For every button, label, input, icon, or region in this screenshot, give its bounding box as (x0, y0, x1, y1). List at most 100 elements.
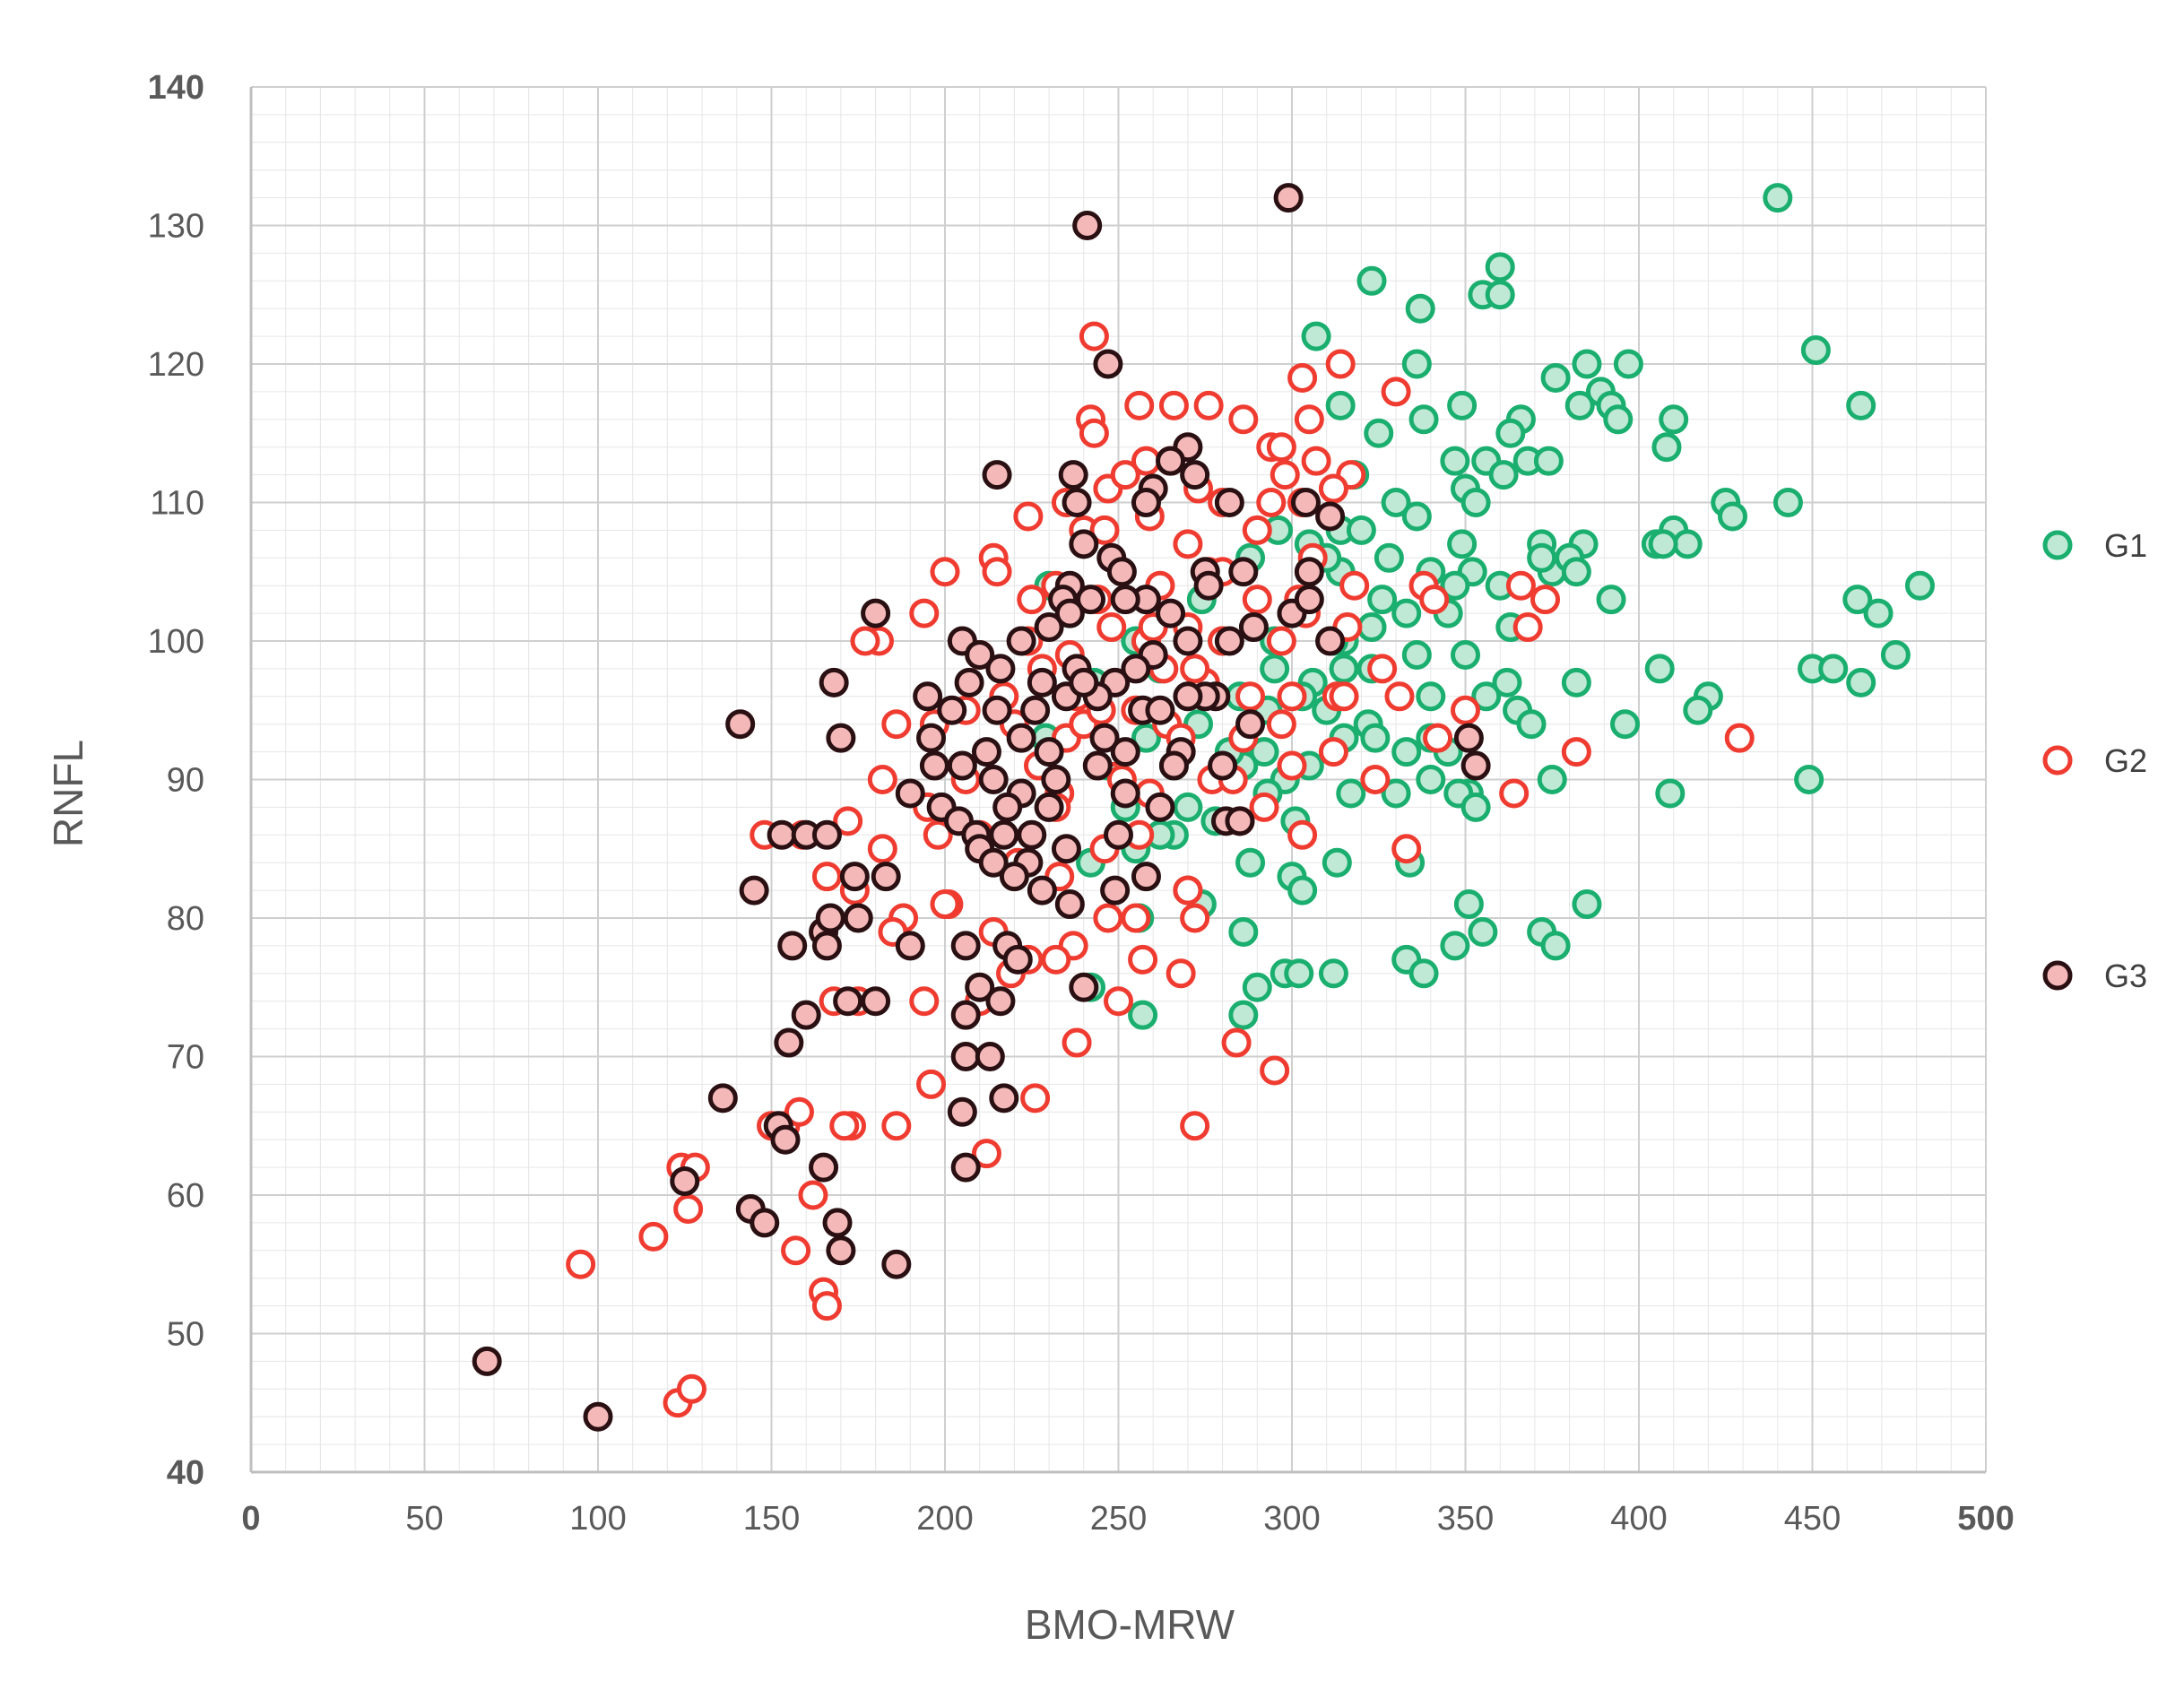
data-point-G1 (1460, 488, 1491, 517)
data-point-G3 (1093, 349, 1123, 379)
data-point-G2 (1242, 515, 1272, 545)
data-point-G3 (1121, 654, 1151, 684)
data-point-G1 (1408, 404, 1439, 435)
data-point-G1 (1655, 778, 1686, 809)
data-point-G2 (909, 986, 940, 1017)
data-point-G1 (1405, 293, 1435, 324)
y-tick-label: 140 (148, 69, 204, 107)
data-point-G3 (1145, 792, 1175, 822)
data-point-G1 (1287, 875, 1318, 905)
data-point-G2 (676, 1373, 706, 1404)
data-point-G1 (1651, 432, 1682, 463)
y-tick-label: 60 (167, 1177, 204, 1215)
data-point-G1 (1537, 765, 1567, 794)
data-point-G2 (1096, 612, 1127, 643)
data-point-G3 (1034, 792, 1064, 822)
data-point-G2 (1093, 903, 1123, 933)
data-point-G1 (1492, 667, 1522, 698)
data-point-G1 (1516, 709, 1547, 740)
data-point-G1 (1364, 418, 1394, 448)
data-point-G1 (1322, 847, 1352, 878)
data-point-G1 (1527, 542, 1557, 573)
data-point-G2 (1121, 903, 1151, 933)
data-point-G2 (1221, 1027, 1252, 1058)
data-point-G1 (1488, 460, 1519, 490)
data-point-G3 (1069, 529, 1099, 559)
data-point-G2 (1124, 390, 1155, 420)
data-point-G3 (1041, 765, 1071, 794)
data-point-G3 (826, 723, 856, 753)
data-point-G2 (850, 626, 880, 656)
data-point-G1 (1648, 529, 1678, 559)
y-tick-label: 110 (150, 485, 204, 523)
data-point-G2 (1110, 460, 1140, 490)
y-tick-label: 130 (148, 208, 204, 246)
data-point-G2 (1360, 765, 1391, 794)
data-point-G2 (916, 1069, 947, 1099)
data-point-G2 (1423, 723, 1453, 753)
data-point-G2 (1249, 792, 1279, 822)
data-point-G2 (1158, 390, 1189, 420)
data-point-G1 (1772, 488, 1803, 517)
data-point-G3 (670, 1166, 700, 1197)
data-point-G1 (1391, 737, 1422, 767)
data-point-G3 (1228, 557, 1259, 587)
data-point-G2 (811, 1291, 842, 1321)
data-point-G3 (739, 875, 769, 905)
data-point-G3 (750, 1208, 780, 1238)
data-point-G2 (1530, 585, 1561, 615)
data-point-G1 (1794, 765, 1824, 794)
data-point-G3 (989, 1083, 1019, 1113)
y-tick-label: 80 (167, 900, 204, 938)
data-point-G2 (1173, 529, 1203, 559)
data-point-G2 (784, 1096, 814, 1127)
data-point-G3 (1110, 778, 1140, 809)
data-point-G1 (1440, 570, 1470, 601)
data-point-G1 (1572, 349, 1602, 379)
data-point-G1 (1818, 654, 1849, 684)
data-point-G2 (971, 1139, 1001, 1169)
data-point-G2 (1724, 723, 1755, 753)
data-point-G3 (1214, 626, 1244, 656)
data-point-G3 (982, 695, 1012, 725)
data-point-G1 (1564, 390, 1595, 420)
y-tick-label: 40 (167, 1454, 204, 1492)
data-point-G2 (1270, 460, 1300, 490)
data-point-G3 (1002, 944, 1033, 975)
data-point-G1 (1235, 847, 1266, 878)
data-point-G1 (1381, 778, 1411, 809)
data-point-G2 (1013, 501, 1044, 532)
data-point-G2 (673, 1193, 704, 1224)
data-point-G2 (1266, 432, 1296, 463)
data-point-G3 (839, 862, 870, 892)
data-point-G3 (965, 972, 995, 1002)
legend-label-G2: G2 (2104, 742, 2147, 779)
y-tick-label: 120 (148, 346, 204, 384)
data-point-G1 (1540, 931, 1571, 961)
data-point-G2 (1041, 944, 1071, 975)
data-point-G2 (867, 765, 897, 794)
data-point-G1 (1447, 529, 1478, 559)
data-point-G1 (1336, 778, 1366, 809)
data-point-G3 (1180, 460, 1210, 490)
data-point-G3 (1214, 488, 1244, 517)
data-point-G1 (1561, 667, 1591, 698)
data-point-G2 (781, 1235, 811, 1266)
data-point-G2 (930, 889, 960, 920)
data-point-G3 (1460, 750, 1491, 781)
data-point-G2 (566, 1249, 596, 1279)
data-point-G1 (1416, 765, 1446, 794)
data-point-G1 (1717, 501, 1747, 532)
data-point-G2 (1329, 681, 1359, 712)
data-point-G1 (1610, 709, 1641, 740)
data-point-G3 (1208, 750, 1238, 781)
data-point-G2 (867, 834, 897, 864)
data-point-G3 (822, 1208, 853, 1238)
data-point-G1 (1128, 1000, 1158, 1030)
data-point-G3 (1072, 211, 1103, 240)
axes (249, 87, 1986, 1474)
data-point-G3 (1131, 488, 1161, 517)
data-point-G2 (1384, 681, 1415, 712)
data-point-G3 (1106, 557, 1137, 587)
